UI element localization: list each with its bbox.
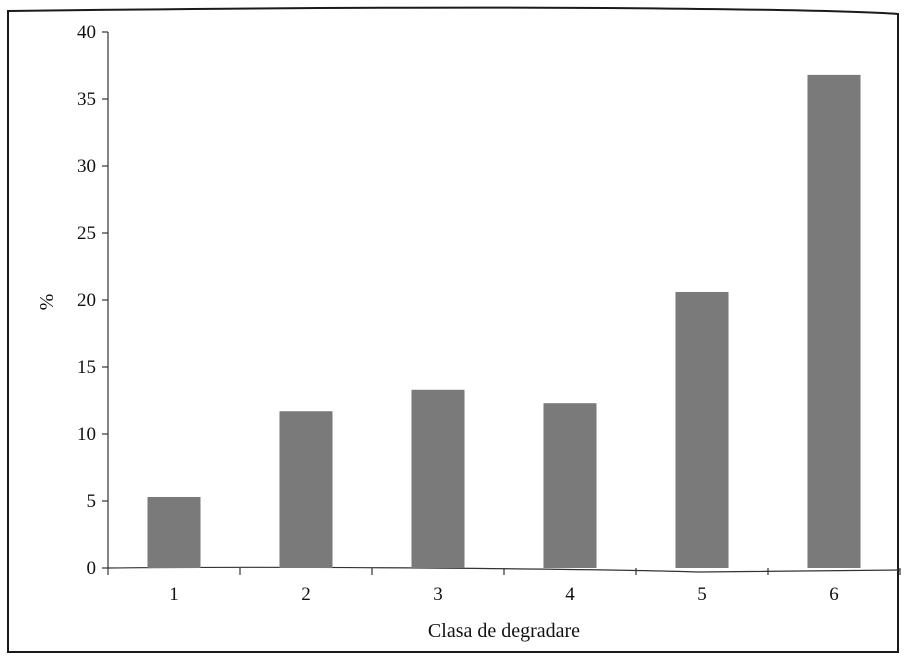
y-tick-label: 40 (77, 22, 96, 43)
y-tick-label: 15 (77, 357, 96, 378)
bar (675, 291, 729, 568)
x-tick-label: 2 (301, 584, 311, 605)
y-axis-title: % (36, 294, 58, 311)
y-tick-label: 0 (87, 558, 97, 579)
x-tick-label: 6 (829, 584, 839, 605)
bar (807, 74, 861, 568)
y-tick-label: 5 (87, 491, 97, 512)
chart-border (7, 6, 899, 653)
y-tick-label: 25 (77, 223, 96, 244)
y-tick-label: 20 (77, 290, 96, 311)
bar (147, 496, 201, 568)
y-tick-label: 10 (77, 424, 96, 445)
x-tick-label: 5 (697, 584, 707, 605)
x-tick-label: 1 (169, 584, 179, 605)
bars (147, 74, 861, 568)
y-tick-label: 35 (77, 89, 96, 110)
x-tick-label: 3 (433, 584, 443, 605)
bar (543, 403, 597, 568)
y-tick-label: 30 (77, 156, 96, 177)
x-tick-label: 4 (565, 584, 575, 605)
x-axis-title: Clasa de degradare (428, 620, 580, 642)
y-axis: 0 5 10 15 20 25 30 35 40 (77, 22, 109, 579)
x-axis: 1 2 3 4 5 6 (107, 566, 901, 605)
bar (279, 411, 333, 568)
bar (411, 389, 465, 568)
